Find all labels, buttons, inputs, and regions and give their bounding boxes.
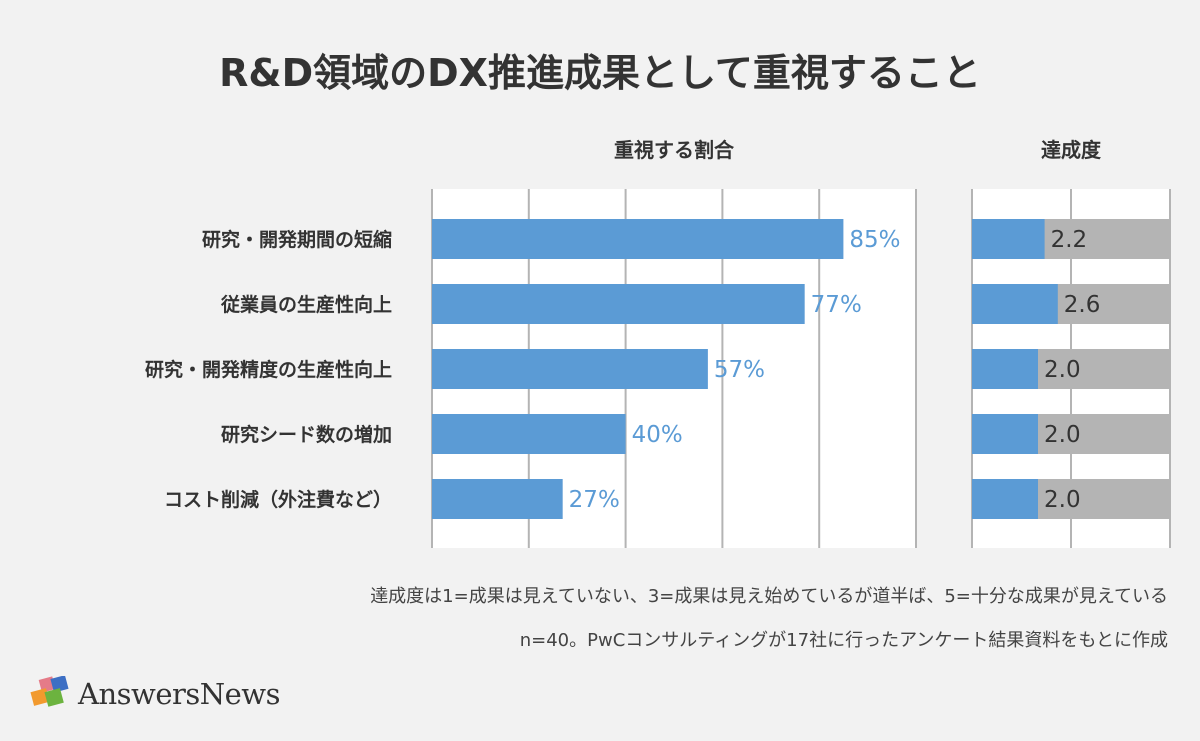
data-label: 2.6 bbox=[1064, 292, 1101, 318]
bar bbox=[972, 219, 1045, 259]
data-label: 2.0 bbox=[1044, 357, 1081, 383]
note-source: n=40。PwCコンサルティングが17社に行ったアンケート結果資料をもとに作成 bbox=[519, 630, 1168, 651]
bar bbox=[432, 284, 805, 324]
category-label: 研究・開発精度の生産性向上 bbox=[145, 358, 392, 381]
category-label: 研究・開発期間の短縮 bbox=[202, 228, 392, 251]
right-chart-title: 達成度 bbox=[1041, 138, 1101, 162]
bar bbox=[432, 414, 626, 454]
data-label: 27% bbox=[569, 487, 620, 513]
bar bbox=[972, 414, 1038, 454]
category-label: コスト削減（外注費など） bbox=[164, 488, 392, 511]
category-label: 研究シード数の増加 bbox=[221, 423, 392, 446]
category-label: 従業員の生産性向上 bbox=[220, 293, 392, 316]
left-chart-title: 重視する割合 bbox=[614, 138, 734, 162]
bar bbox=[972, 349, 1038, 389]
data-label: 57% bbox=[714, 357, 765, 383]
bar bbox=[972, 284, 1058, 324]
bar bbox=[432, 479, 563, 519]
note-scale: 達成度は1=成果は見えていない、3=成果は見え始めているが道半ば、5=十分な成果… bbox=[370, 586, 1168, 607]
data-label: 85% bbox=[849, 227, 900, 253]
bar bbox=[432, 219, 844, 259]
logo-text: AnswersNews bbox=[78, 677, 280, 711]
data-label: 2.0 bbox=[1044, 487, 1081, 513]
puzzle-logo-icon bbox=[30, 676, 69, 707]
logo: AnswersNews bbox=[28, 676, 280, 712]
chart-title: R&D領域のDX推進成果として重視すること bbox=[219, 51, 981, 95]
bar bbox=[972, 479, 1038, 519]
data-label: 77% bbox=[811, 292, 862, 318]
data-label: 2.0 bbox=[1044, 422, 1081, 448]
bar bbox=[432, 349, 708, 389]
data-label: 40% bbox=[632, 422, 683, 448]
data-label: 2.2 bbox=[1051, 227, 1088, 253]
